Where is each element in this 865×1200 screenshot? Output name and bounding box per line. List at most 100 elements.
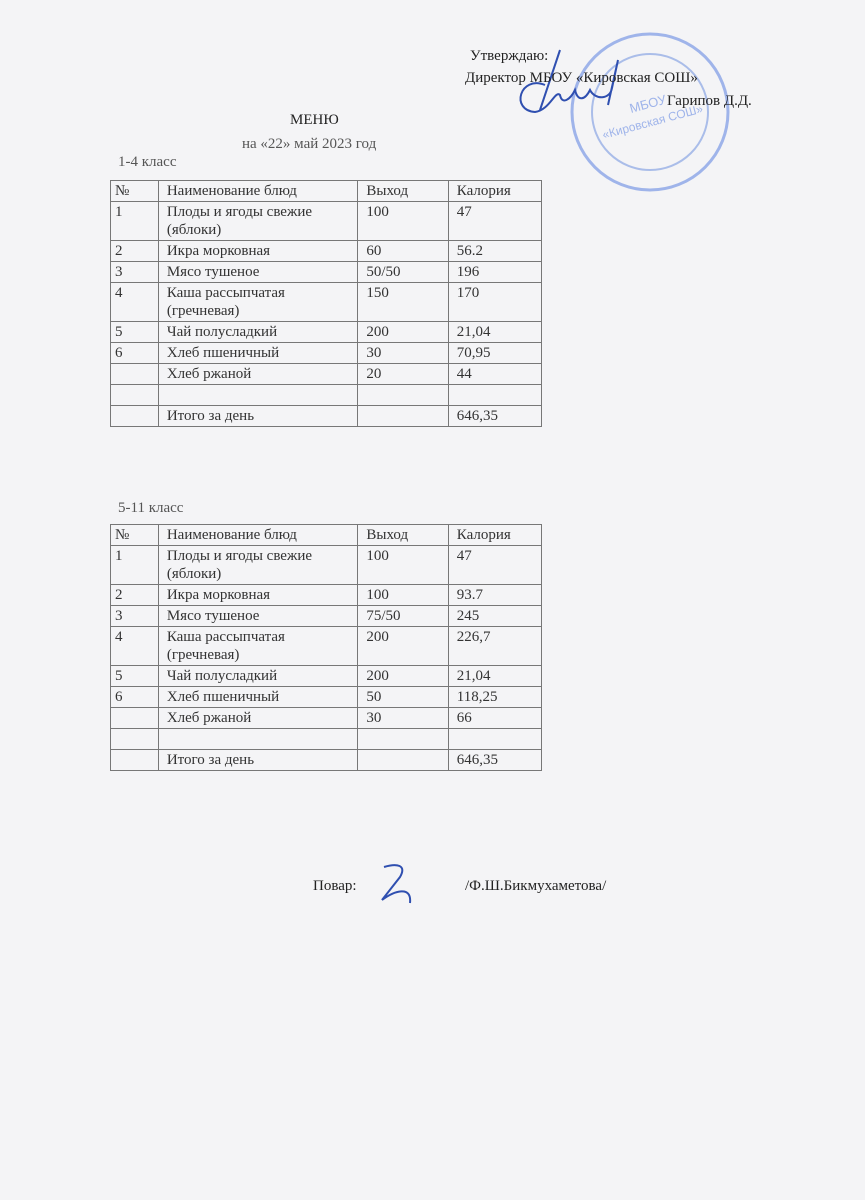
table-caption: 5-11 класс	[118, 500, 184, 516]
cell-calories	[447, 728, 543, 750]
director-signature	[519, 49, 619, 114]
table-row: Итого за день 646,35	[110, 405, 543, 427]
cell-no: 3	[110, 261, 159, 283]
cell-calories: 196	[447, 261, 543, 283]
cell-calories: 56.2	[447, 240, 543, 262]
page-title: МЕНЮ	[290, 112, 339, 128]
cell-name	[157, 384, 359, 406]
column-header: Калория	[447, 524, 543, 546]
cook-label: Повар:	[313, 878, 357, 894]
table-row: 5 Чай полусладкий 200 21,04	[110, 321, 543, 343]
cell-calories: 66	[447, 707, 543, 729]
cell-name: Хлеб пшеничный	[157, 686, 359, 708]
cell-no: 6	[110, 342, 159, 364]
cell-output	[357, 384, 449, 406]
table-row: 1 Плоды и ягоды свежие (яблоки) 100 47	[110, 545, 543, 585]
cell-calories: 47	[447, 201, 543, 241]
date-line: на «22» май 2023 год	[242, 136, 377, 152]
cell-calories: 226,7	[447, 626, 543, 666]
cell-no: 6	[110, 686, 159, 708]
cell-calories: 21,04	[447, 665, 543, 687]
cell-output	[357, 405, 449, 427]
official-stamp: МБОУ «Кировская СОШ»	[570, 32, 730, 192]
cell-name: Каша рассыпчатая (гречневая)	[157, 626, 359, 666]
cell-name: Плоды и ягоды свежие (яблоки)	[157, 545, 359, 585]
cell-no	[110, 384, 159, 406]
cell-output: 150	[357, 282, 449, 322]
table-row: 5 Чай полусладкий 200 21,04	[110, 665, 543, 687]
cell-output	[357, 749, 449, 771]
cell-name: Икра морковная	[157, 584, 359, 606]
cell-no: 2	[110, 584, 159, 606]
table-caption: 1-4 класс	[118, 154, 177, 170]
cell-name: Хлеб ржаной	[157, 363, 359, 385]
cell-calories: 70,95	[447, 342, 543, 364]
cell-no: 5	[110, 321, 159, 343]
cell-output: 60	[357, 240, 449, 262]
cell-no: 1	[110, 201, 159, 241]
table-row: 2 Икра морковная 60 56.2	[110, 240, 543, 262]
cell-calories: 47	[447, 545, 543, 585]
approval-position: Директор МБОУ «Кировская СОШ»	[465, 70, 698, 86]
column-header: Выход	[357, 524, 449, 546]
cell-calories: 118,25	[447, 686, 543, 708]
table-row: 6 Хлеб пшеничный 50 118,25	[110, 686, 543, 708]
cell-no: 1	[110, 545, 159, 585]
menu-table-1-4: № Наименование блюд Выход Калория 1 Плоды и я…	[110, 180, 543, 427]
cell-calories	[447, 384, 543, 406]
approval-label: Утверждаю:	[470, 48, 549, 64]
cell-name: Мясо тушеное	[157, 605, 359, 627]
table-header-row: № Наименование блюд Выход Калория	[110, 524, 543, 546]
cell-output: 50/50	[357, 261, 449, 283]
cell-no	[110, 405, 159, 427]
cell-output: 30	[357, 707, 449, 729]
cell-name: Мясо тушеное	[157, 261, 359, 283]
table-header-row: № Наименование блюд Выход Калория	[110, 180, 543, 202]
cell-output: 75/50	[357, 605, 449, 627]
cell-no: 4	[110, 282, 159, 322]
cell-calories: 646,35	[447, 749, 543, 771]
menu-table-5-11: № Наименование блюд Выход Калория 1 Плоды и я…	[110, 524, 543, 771]
cell-output: 200	[357, 321, 449, 343]
column-header: №	[110, 180, 159, 202]
column-header: Калория	[447, 180, 543, 202]
cell-no	[110, 749, 159, 771]
cell-name: Плоды и ягоды свежие (яблоки)	[157, 201, 359, 241]
cell-name: Хлеб пшеничный	[157, 342, 359, 364]
table-row: 6 Хлеб пшеничный 30 70,95	[110, 342, 543, 364]
cell-calories: 646,35	[447, 405, 543, 427]
cell-calories: 44	[447, 363, 543, 385]
cell-no	[110, 728, 159, 750]
cell-output: 20	[357, 363, 449, 385]
cell-no: 4	[110, 626, 159, 666]
cell-name: Икра морковная	[157, 240, 359, 262]
cell-output: 100	[357, 545, 449, 585]
cell-output: 30	[357, 342, 449, 364]
cook-name: /Ф.Ш.Бикмухаметова/	[465, 878, 607, 894]
cell-calories: 93.7	[447, 584, 543, 606]
cell-name: Чай полусладкий	[157, 321, 359, 343]
cell-name	[157, 728, 359, 750]
column-header: Выход	[357, 180, 449, 202]
table-row: 3 Мясо тушеное 50/50 196	[110, 261, 543, 283]
table-row: Хлеб ржаной 20 44	[110, 363, 543, 385]
cell-no: 5	[110, 665, 159, 687]
table-row: 3 Мясо тушеное 75/50 245	[110, 605, 543, 627]
approval-name: Гарипов Д.Д.	[667, 93, 752, 109]
table-row: 2 Икра морковная 100 93.7	[110, 584, 543, 606]
cell-name: Каша рассыпчатая (гречневая)	[157, 282, 359, 322]
cell-output: 200	[357, 626, 449, 666]
cell-name: Хлеб ржаной	[157, 707, 359, 729]
cell-name: Итого за день	[157, 749, 359, 771]
cell-no: 2	[110, 240, 159, 262]
cell-no	[110, 707, 159, 729]
column-header: Наименование блюд	[157, 524, 359, 546]
cell-output: 100	[357, 201, 449, 241]
column-header: №	[110, 524, 159, 546]
cook-signature	[381, 864, 412, 904]
table-row: 4 Каша рассыпчатая (гречневая) 150 170	[110, 282, 543, 322]
cell-no: 3	[110, 605, 159, 627]
cell-name: Чай полусладкий	[157, 665, 359, 687]
cell-calories: 245	[447, 605, 543, 627]
cell-no	[110, 363, 159, 385]
